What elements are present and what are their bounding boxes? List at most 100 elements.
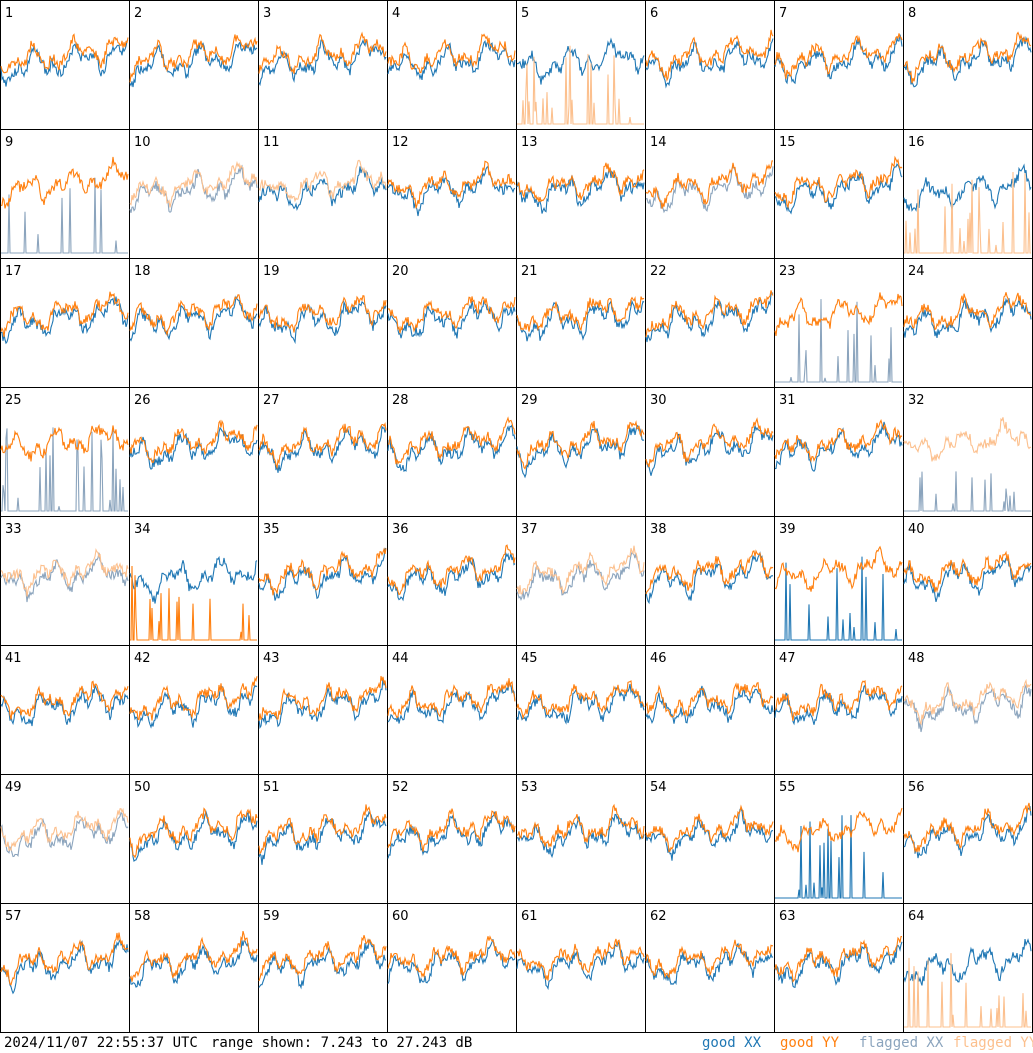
- panel-label-46: 46: [650, 651, 667, 666]
- panel-32: 32: [904, 388, 1033, 517]
- panel-label-57: 57: [5, 909, 22, 924]
- panel-31: 31: [775, 388, 904, 517]
- panel-label-50: 50: [134, 780, 151, 795]
- panel-label-60: 60: [392, 909, 409, 924]
- panel-20: 20: [388, 259, 517, 388]
- panel-23: 23: [775, 259, 904, 388]
- panel-label-29: 29: [521, 393, 538, 408]
- panel-label-5: 5: [521, 6, 529, 21]
- panel-label-14: 14: [650, 135, 667, 150]
- panel-label-44: 44: [392, 651, 409, 666]
- panel-label-41: 41: [5, 651, 22, 666]
- panel-label-48: 48: [908, 651, 925, 666]
- panel-47: 47: [775, 646, 904, 775]
- panel-frame-9: [1, 130, 130, 259]
- panel-label-53: 53: [521, 780, 538, 795]
- panel-label-63: 63: [779, 909, 796, 924]
- panel-label-15: 15: [779, 135, 796, 150]
- panel-frame-4: [388, 1, 517, 130]
- panel-frame-3: [259, 1, 388, 130]
- panel-label-42: 42: [134, 651, 151, 666]
- panel-label-35: 35: [263, 522, 280, 537]
- panel-label-16: 16: [908, 135, 925, 150]
- panel-28: 28: [388, 388, 517, 517]
- panel-label-6: 6: [650, 6, 658, 21]
- panel-label-37: 37: [521, 522, 538, 537]
- panel-49: 49: [1, 775, 130, 904]
- panel-48: 48: [904, 646, 1033, 775]
- panel-59: 59: [259, 904, 388, 1033]
- legend-good-yy: good YY: [780, 1034, 839, 1052]
- panel-label-13: 13: [521, 135, 538, 150]
- panel-label-34: 34: [134, 522, 151, 537]
- panel-label-2: 2: [134, 6, 142, 21]
- panel-1: 1: [1, 1, 130, 130]
- panel-label-10: 10: [134, 135, 151, 150]
- panel-12: 12: [388, 130, 517, 259]
- panel-label-18: 18: [134, 264, 151, 279]
- panel-57: 57: [1, 904, 130, 1033]
- panel-label-38: 38: [650, 522, 667, 537]
- panel-label-32: 32: [908, 393, 925, 408]
- panel-label-24: 24: [908, 264, 925, 279]
- panel-41: 41: [1, 646, 130, 775]
- panel-43: 43: [259, 646, 388, 775]
- panel-64: 64: [904, 904, 1033, 1033]
- panel-label-19: 19: [263, 264, 280, 279]
- panel-3: 3: [259, 1, 388, 130]
- panel-27: 27: [259, 388, 388, 517]
- panel-61: 61: [517, 904, 646, 1033]
- panel-24: 24: [904, 259, 1033, 388]
- legend-flagged-yy: flagged YY: [953, 1034, 1033, 1052]
- panel-label-45: 45: [521, 651, 538, 666]
- panel-26: 26: [130, 388, 259, 517]
- panel-label-39: 39: [779, 522, 796, 537]
- panel-53: 53: [517, 775, 646, 904]
- panel-4: 4: [388, 1, 517, 130]
- panel-9: 9: [1, 130, 130, 259]
- range-label: range shown: 7.243 to 27.243 dB: [211, 1034, 472, 1052]
- panel-label-54: 54: [650, 780, 667, 795]
- panel-label-17: 17: [5, 264, 22, 279]
- panel-label-20: 20: [392, 264, 409, 279]
- panel-29: 29: [517, 388, 646, 517]
- panel-label-28: 28: [392, 393, 409, 408]
- panel-35: 35: [259, 517, 388, 646]
- panel-46: 46: [646, 646, 775, 775]
- panel-label-27: 27: [263, 393, 280, 408]
- panel-62: 62: [646, 904, 775, 1033]
- panel-label-61: 61: [521, 909, 538, 924]
- panel-14: 14: [646, 130, 775, 259]
- panel-63: 63: [775, 904, 904, 1033]
- panel-38: 38: [646, 517, 775, 646]
- panel-label-47: 47: [779, 651, 796, 666]
- panel-label-51: 51: [263, 780, 280, 795]
- panel-label-1: 1: [5, 6, 13, 21]
- panel-label-31: 31: [779, 393, 796, 408]
- panel-label-4: 4: [392, 6, 400, 21]
- panel-30: 30: [646, 388, 775, 517]
- panel-label-49: 49: [5, 780, 22, 795]
- panel-22: 22: [646, 259, 775, 388]
- panel-label-3: 3: [263, 6, 271, 21]
- panel-34: 34: [130, 517, 259, 646]
- panel-label-23: 23: [779, 264, 796, 279]
- panel-label-22: 22: [650, 264, 667, 279]
- panel-label-36: 36: [392, 522, 409, 537]
- panel-11: 11: [259, 130, 388, 259]
- panel-label-26: 26: [134, 393, 151, 408]
- panel-2: 2: [130, 1, 259, 130]
- panel-44: 44: [388, 646, 517, 775]
- panel-16: 16: [904, 130, 1033, 259]
- panel-label-43: 43: [263, 651, 280, 666]
- panel-15: 15: [775, 130, 904, 259]
- panel-label-40: 40: [908, 522, 925, 537]
- panel-label-62: 62: [650, 909, 667, 924]
- panel-label-59: 59: [263, 909, 280, 924]
- panel-label-8: 8: [908, 6, 916, 21]
- panel-18: 18: [130, 259, 259, 388]
- panel-label-9: 9: [5, 135, 13, 150]
- panel-51: 51: [259, 775, 388, 904]
- panel-label-58: 58: [134, 909, 151, 924]
